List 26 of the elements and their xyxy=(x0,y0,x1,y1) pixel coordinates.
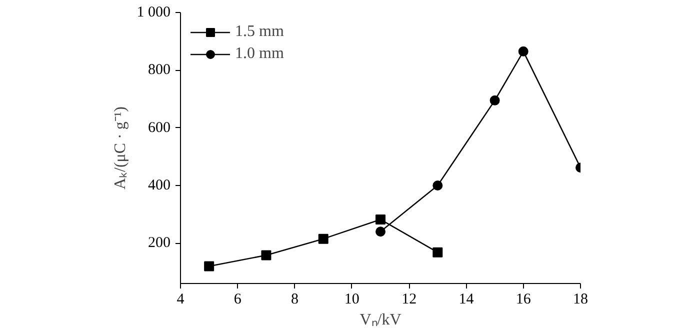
y-tick-label: 1 000 xyxy=(136,4,170,20)
point xyxy=(318,234,328,244)
point xyxy=(261,250,272,260)
x-tick-label: 8 xyxy=(291,292,299,308)
x-tick-label: 10 xyxy=(344,292,360,308)
y-tick-label: 400 xyxy=(148,177,170,194)
point xyxy=(376,226,386,237)
x-axis-title: Vₙ/kV xyxy=(360,312,402,328)
point xyxy=(432,247,443,258)
point xyxy=(432,180,443,190)
x-tick-label: 14 xyxy=(458,292,474,308)
point xyxy=(204,261,214,272)
legend-label: 1.5 mm xyxy=(235,23,284,41)
point xyxy=(490,95,500,106)
legend-label: 1.0 mm xyxy=(235,45,284,63)
x-tick-label: 16 xyxy=(516,292,532,308)
point xyxy=(376,214,386,224)
x-tick-label: 4 xyxy=(176,292,185,308)
point xyxy=(518,46,528,56)
y-tick-label: 200 xyxy=(148,235,170,252)
y-tick-label: 600 xyxy=(148,120,170,136)
x-tick-label: 18 xyxy=(573,292,588,308)
x-tick-label: 6 xyxy=(234,292,242,308)
x-tick-label: 12 xyxy=(402,292,417,308)
y-axis-title: Aₖ/(μC · g⁻¹) xyxy=(112,106,129,190)
y-tick-label: 800 xyxy=(148,62,170,78)
